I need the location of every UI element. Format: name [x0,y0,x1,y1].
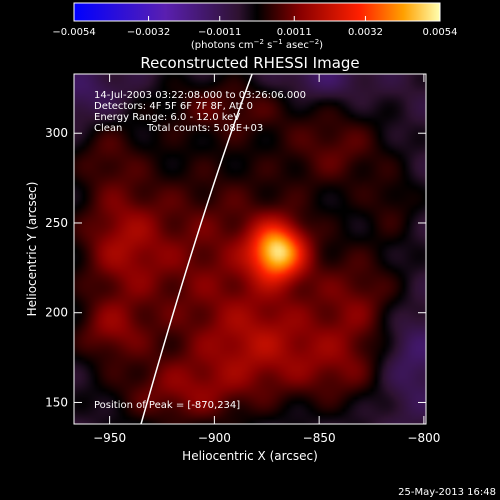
x-tick-label: −950 [93,431,126,445]
x-tick-label: −900 [198,431,231,445]
colorbar-tick-label: 0.0032 [348,27,383,38]
colorbar-tick-label: 0.0054 [423,27,458,38]
plot-frame [73,73,427,425]
x-axis-label: Heliocentric X (arcsec) [182,449,318,463]
y-tick-label: 250 [45,216,68,230]
solar-limb-curve [140,74,253,424]
annotation-peak-position: Position of Peak = [-870,234] [94,400,240,411]
chart-title: Reconstructed RHESSI Image [140,54,359,72]
y-tick-label: 150 [45,395,68,409]
colorbar [73,2,441,22]
x-tick-label: −850 [303,431,336,445]
annotation-detectors: Detectors: 4F 5F 6F 7F 8F, Att 0 [94,101,253,112]
y-tick-label: 200 [45,306,68,320]
axis-ticks: −950 −900 −850 −800 150 200 250 300 [45,74,440,445]
colorbar-tick-label: 0.0011 [277,27,312,38]
y-axis-label: Heliocentric Y (arcsec) [25,182,39,317]
annotation-energy-range: Energy Range: 6.0 - 12.0 keV [94,112,240,123]
y-tick-label: 300 [45,126,68,140]
colorbar-units: (photons cm−2 s−1 asec−2) [191,38,323,51]
colorbar-tick-label: −0.0032 [127,27,170,38]
annotation-clean: Clean [94,123,122,134]
colorbar-tick-label: −0.0054 [52,27,95,38]
x-tick-label: −800 [407,431,440,445]
colorbar-tick-label: −0.0011 [198,27,241,38]
footer-date: 25-May-2013 16:48 [398,487,496,498]
annotation-time-range: 14-Jul-2003 03:22:08.000 to 03:26:06.000 [94,90,306,101]
annotation-total-counts: Total counts: 5.08E+03 [146,123,263,134]
colorbar-ticks: −0.0054 −0.0032 −0.0011 0.0011 0.0032 0.0054 [52,16,458,38]
heatmap-image [74,74,426,424]
